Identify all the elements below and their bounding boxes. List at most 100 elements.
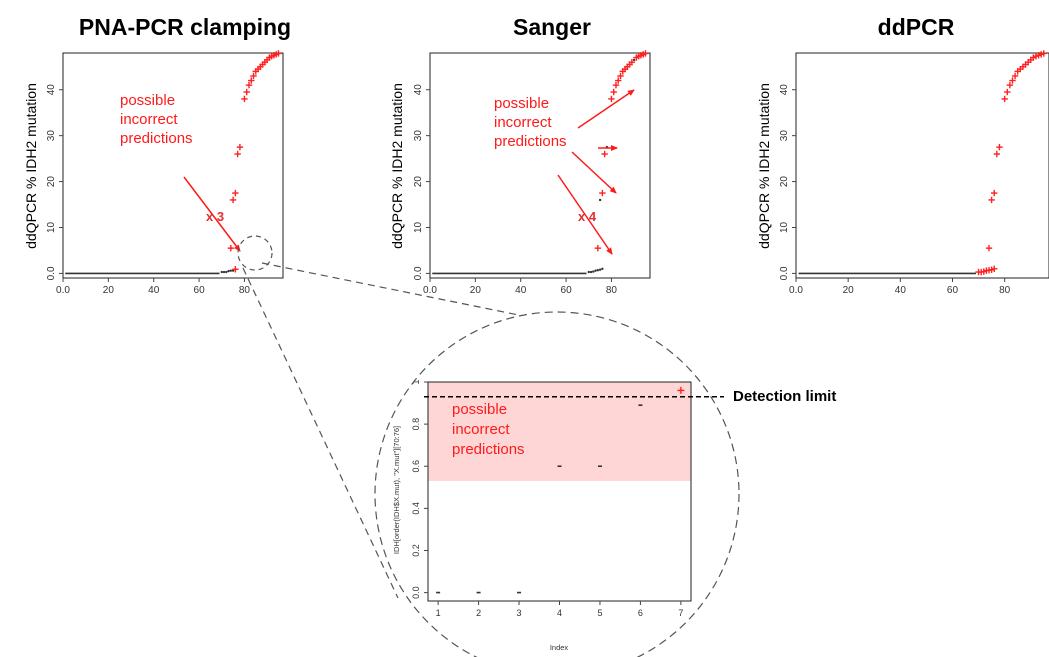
x-tick-label: 60 <box>194 285 206 296</box>
data-point-red <box>243 88 250 96</box>
x-ticks: 0.0 20 40 60 80 <box>423 278 617 296</box>
y-ticks: 0.0 10 20 30 40 <box>779 84 796 280</box>
data-points <box>436 386 685 594</box>
data-point-red <box>628 58 636 66</box>
arrow <box>577 89 635 129</box>
data-point-red <box>677 386 685 394</box>
y-tick-label: 0.0 <box>779 266 790 280</box>
data-point-red <box>1040 50 1047 57</box>
data-point-black <box>225 270 228 274</box>
data-point-black <box>592 270 595 273</box>
data-point-black <box>598 198 602 202</box>
y-ticks: 0.0 10 20 30 40 <box>413 84 430 280</box>
detection-limit-label: Detection limit <box>733 388 836 405</box>
data-point-black <box>596 268 600 272</box>
data-point-black <box>589 270 593 274</box>
plot-frame <box>795 52 1049 279</box>
x-tick-label: 40 <box>515 285 527 296</box>
annotation-line-1: possible <box>494 95 549 112</box>
panel-title: PNA-PCR clamping <box>79 14 291 40</box>
y-tick-label: 20 <box>46 176 57 188</box>
data-point-red <box>275 50 282 57</box>
data-point-red <box>642 50 649 57</box>
y-tick-label: 40 <box>779 84 790 96</box>
data-point-black <box>222 270 226 274</box>
zoom-panel: 1 2 3 4 5 6 7 0.0 0.2 0.4 0.6 0.8 1 IDH[order(IDH$X… <box>374 311 836 657</box>
data-point-red <box>601 150 608 158</box>
y-tick-label: 40 <box>46 84 57 96</box>
y-tick-label: 40 <box>413 84 424 96</box>
x-tick-label: 80 <box>606 285 618 296</box>
x-tick-label: 0.0 <box>423 285 437 296</box>
data-point-red <box>250 72 257 80</box>
x-tick-label: 6 <box>638 608 643 618</box>
data-point-red <box>996 143 1003 151</box>
data-point-black <box>227 269 230 273</box>
annotation-line-1: possible <box>120 92 175 109</box>
data-point-red <box>232 189 239 197</box>
data-point-red <box>1004 88 1011 96</box>
data-point-red <box>991 189 998 197</box>
plot-frame <box>62 52 284 279</box>
x-ticks: 0.0 20 40 60 80 <box>56 278 250 296</box>
annotation-line-2: incorrect <box>452 421 510 438</box>
x-tick-label: 40 <box>148 285 160 296</box>
panel-ddpcr: ddPCR ddQPCR % IDH2 mutation 0.0 20 40 60 80… <box>756 14 1049 296</box>
annotation-line-3: predictions <box>452 441 525 458</box>
shaded-band <box>428 382 691 481</box>
data-points <box>65 50 282 275</box>
data-point-red <box>1011 72 1019 80</box>
data-point-black <box>632 58 636 62</box>
x-tick-label: 0.0 <box>789 285 803 296</box>
annotation-line-2: incorrect <box>120 111 178 128</box>
data-point-red <box>991 265 998 273</box>
y-tick-label: 0.0 <box>413 266 424 280</box>
arrow <box>571 151 617 194</box>
data-point-black <box>594 269 597 272</box>
data-point-red <box>599 189 606 197</box>
data-point-red <box>229 196 237 204</box>
data-point-black <box>587 270 590 274</box>
data-point-red <box>234 150 241 158</box>
y-tick-label: 30 <box>46 130 57 142</box>
x-tick-label: 60 <box>561 285 573 296</box>
arrow <box>557 174 613 255</box>
data-point-red <box>241 95 248 103</box>
annotation-line-3: predictions <box>120 130 193 147</box>
panel-pna-pcr: PNA-PCR clamping ddQPCR % IDH2 mutation … <box>23 14 291 296</box>
x-tick-label: 4 <box>557 608 562 618</box>
multiplier-label: x 4 <box>578 209 597 224</box>
y-axis-label: IDH[order(IDH$X.mut), "X.mut"][70:76] <box>392 426 401 554</box>
annotation-line-1: possible <box>452 401 507 418</box>
x-tick-label: 7 <box>678 608 683 618</box>
y-tick-label: 20 <box>779 176 790 188</box>
multiplier-label: x 3 <box>206 209 224 224</box>
x-tick-label: 60 <box>947 285 959 296</box>
data-points <box>432 50 649 275</box>
x-ticks: 0.0 20 40 60 80 <box>789 278 1011 296</box>
y-tick-label: 20 <box>413 176 424 188</box>
data-point-red <box>236 143 244 151</box>
y-ticks: 0.0 0.2 0.4 0.6 0.8 1 <box>411 379 428 599</box>
data-point-red <box>248 77 255 84</box>
x-tick-label: 1 <box>436 608 441 618</box>
x-tick-label: 80 <box>239 285 251 296</box>
x-tick-label: 0.0 <box>56 285 70 296</box>
data-point-black <box>231 269 235 272</box>
zoom-connector <box>242 267 399 599</box>
panel-sanger: Sanger ddQPCR % IDH2 mutation 0.0 20 40 60 8… <box>389 14 651 296</box>
data-point-red <box>245 81 253 89</box>
x-tick-label: 40 <box>895 285 907 296</box>
y-ticks: 0.0 10 20 30 40 <box>46 84 63 280</box>
data-points <box>798 50 1047 276</box>
y-tick-label: 0.4 <box>411 502 421 515</box>
zoom-source-circle <box>237 235 273 271</box>
data-point-red <box>1006 81 1014 89</box>
annotation-text: possible incorrect predictions <box>120 92 193 147</box>
data-point-red <box>993 150 1001 158</box>
y-axis-label: ddQPCR % IDH2 mutation <box>756 83 772 249</box>
x-tick-label: 20 <box>103 285 115 296</box>
data-point-red <box>594 244 602 252</box>
plot-frame <box>429 52 651 279</box>
